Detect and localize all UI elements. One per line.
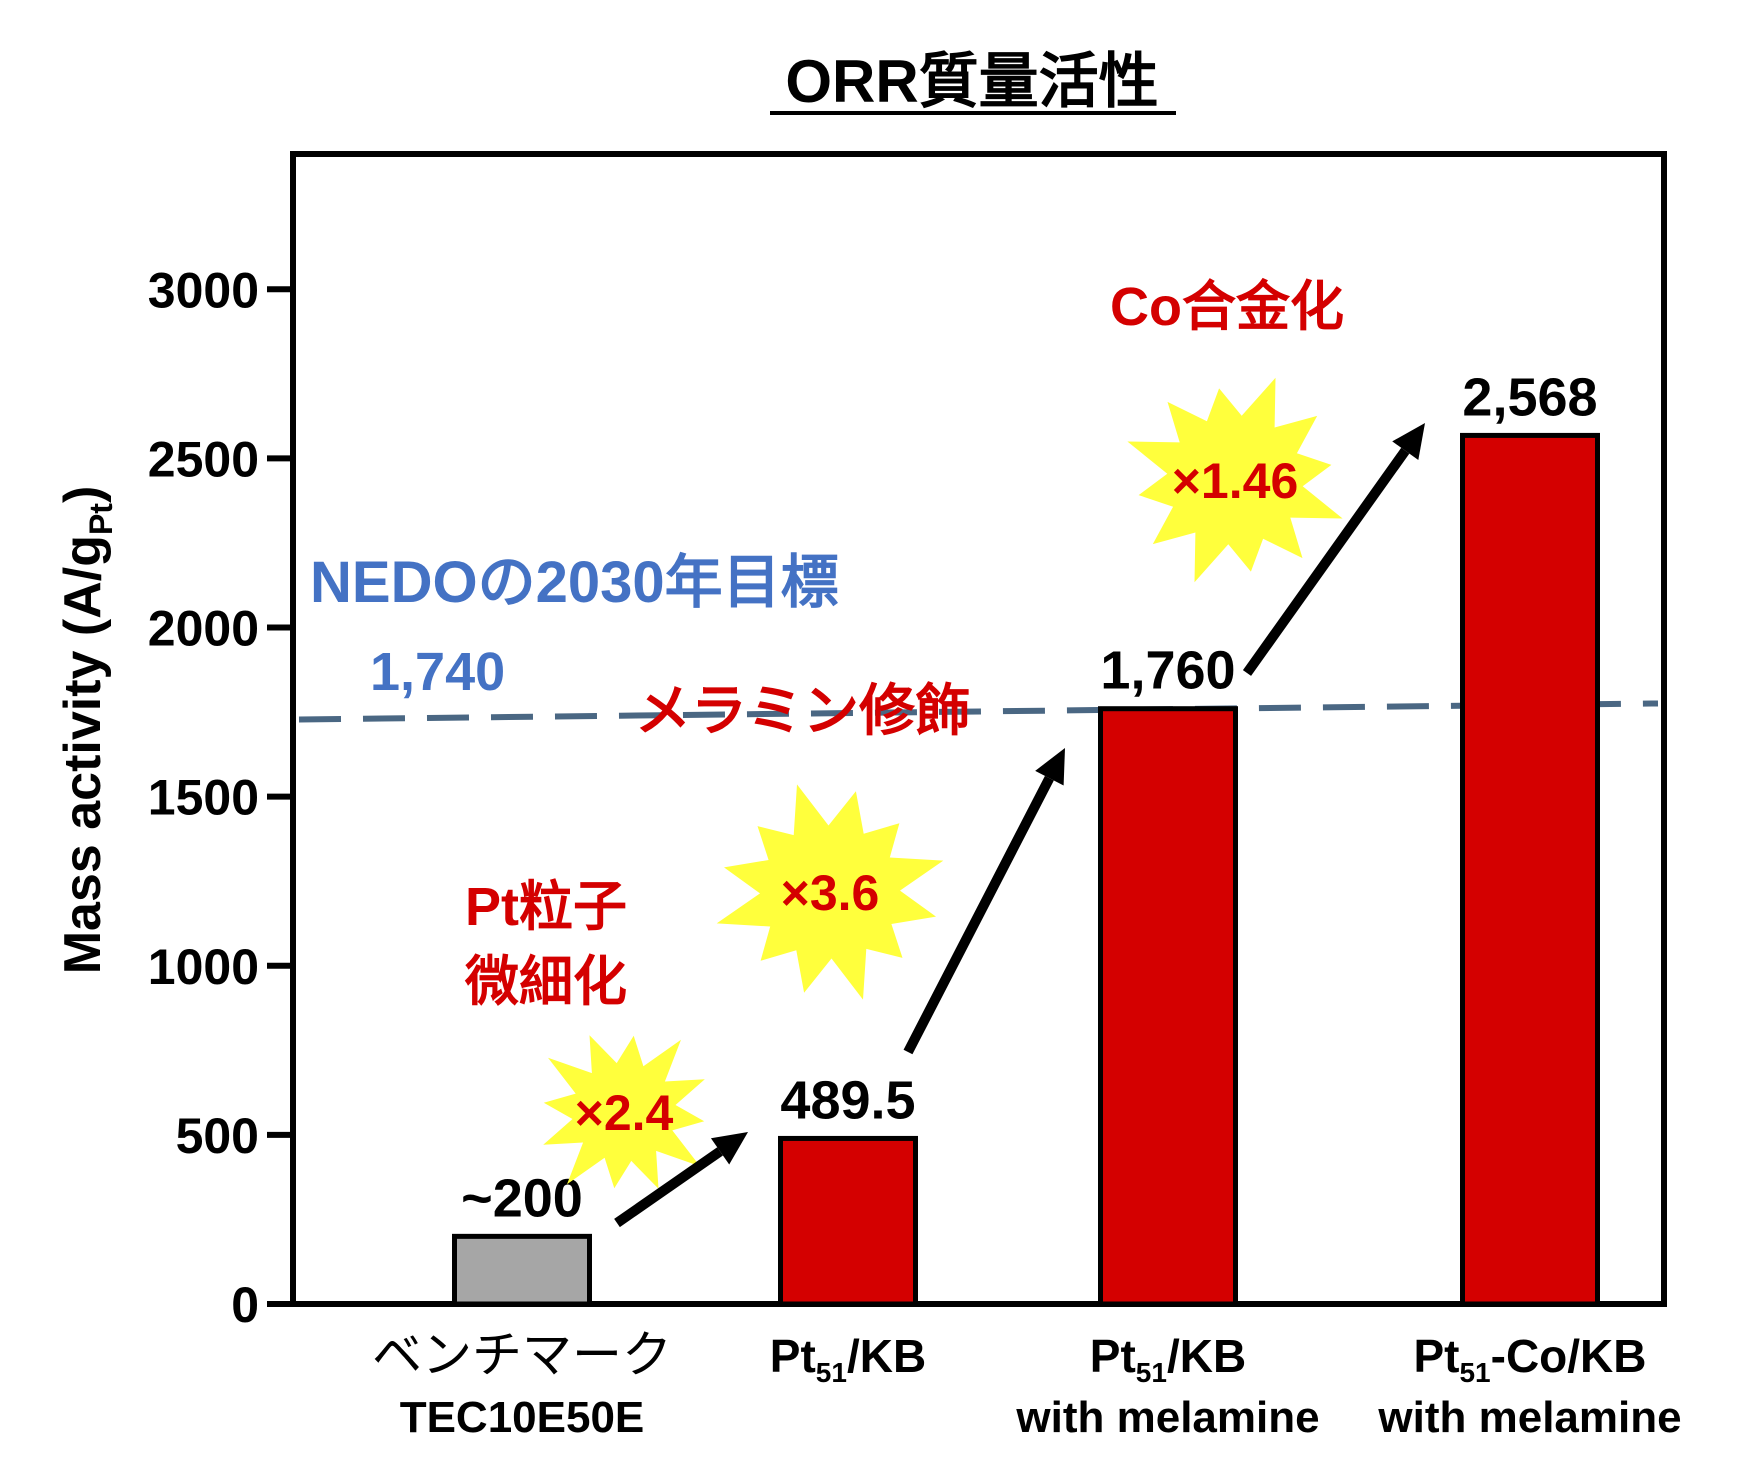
annotation-co-alloy: Co合金化 [1110,277,1344,337]
arrow-head [710,1132,748,1165]
y-axis-label-subscript: Pt [83,503,119,535]
multiplier-label: ×1.46 [1172,453,1299,509]
x-label-suffix: /KB [1167,1330,1246,1382]
y-axis-label-close: ) [54,486,112,503]
x-label-suffix: /KB [847,1330,926,1382]
x-label-suffix: -Co/KB [1491,1330,1647,1382]
x-category-label: Pt51-Co/KB [1413,1330,1646,1388]
x-category-label: Pt51/KB [1090,1330,1246,1388]
x-category-label: ベンチマーク [372,1327,672,1383]
target-value-label: 1,740 [370,642,505,702]
multiplier-bursts: ×2.4 ×3.6 ×1.46 [543,377,1343,1189]
x-category-sublabel: with melamine [1015,1393,1319,1442]
target-label: NEDOの2030年目標 [310,550,839,615]
arrow-shaft [1242,447,1410,676]
x-category-label: Pt51/KB [770,1330,926,1388]
starburst [1127,377,1343,583]
y-tick-label: 2000 [148,601,259,657]
chart-title: ORR質量活性 [785,48,1158,115]
y-axis-label: Mass activity (A/gPt) [54,486,119,975]
arrow-head [1035,748,1065,786]
bar-value-label: ~200 [461,1168,583,1228]
x-label-subscript: 51 [1136,1357,1167,1388]
arrow-shaft [903,775,1054,1055]
x-category-sublabel: with melamine [1377,1393,1681,1442]
x-label-subscript: 51 [816,1357,847,1388]
x-label-text: Pt [1413,1330,1459,1382]
x-label-text: Pt [770,1330,816,1382]
target-line-group: NEDOの2030年目標 1,740 [298,550,1659,723]
arrows [614,423,1425,1228]
y-tick-label: 3000 [148,262,259,318]
y-tick-label: 2500 [148,431,259,487]
bar-value-label: 2,568 [1462,367,1597,427]
annotation-refinement: 微細化 [464,952,627,1012]
x-label-text: ベンチマーク [372,1327,672,1383]
y-ticks: 0 500 1000 1500 2000 2500 3000 [148,262,293,1333]
bars: ~200 489.5 1,760 2,568 [452,367,1600,1307]
plot-frame [290,151,1667,1307]
y-tick-label: 0 [231,1277,259,1333]
y-axis-label-main: Mass activity (A/g [54,535,112,974]
y-tick-label: 1500 [148,770,259,826]
bar-value-label: 489.5 [780,1070,915,1130]
bar-value-label: 1,760 [1100,641,1235,701]
bar [1460,432,1600,1307]
arrow-shaft [614,1147,723,1228]
target-dashed-line [298,700,1659,723]
starburst [543,1035,705,1189]
annotation-pt-particle: Pt粒子 [465,877,627,937]
x-label-subscript: 51 [1459,1357,1490,1388]
y-tick-label: 1000 [148,939,259,995]
multiplier-label: ×2.4 [575,1085,674,1141]
annotation-melamine: メラミン修飾 [635,679,971,742]
starburst [716,784,944,1000]
multiplier-label: ×3.6 [781,865,880,921]
bar [1098,706,1238,1307]
arrow-head [1392,423,1425,460]
x-category-sublabel: TEC10E50E [400,1393,645,1442]
bar [452,1233,592,1307]
y-tick-label: 500 [176,1108,259,1164]
x-label-text: Pt [1090,1330,1136,1382]
bar [778,1135,918,1307]
